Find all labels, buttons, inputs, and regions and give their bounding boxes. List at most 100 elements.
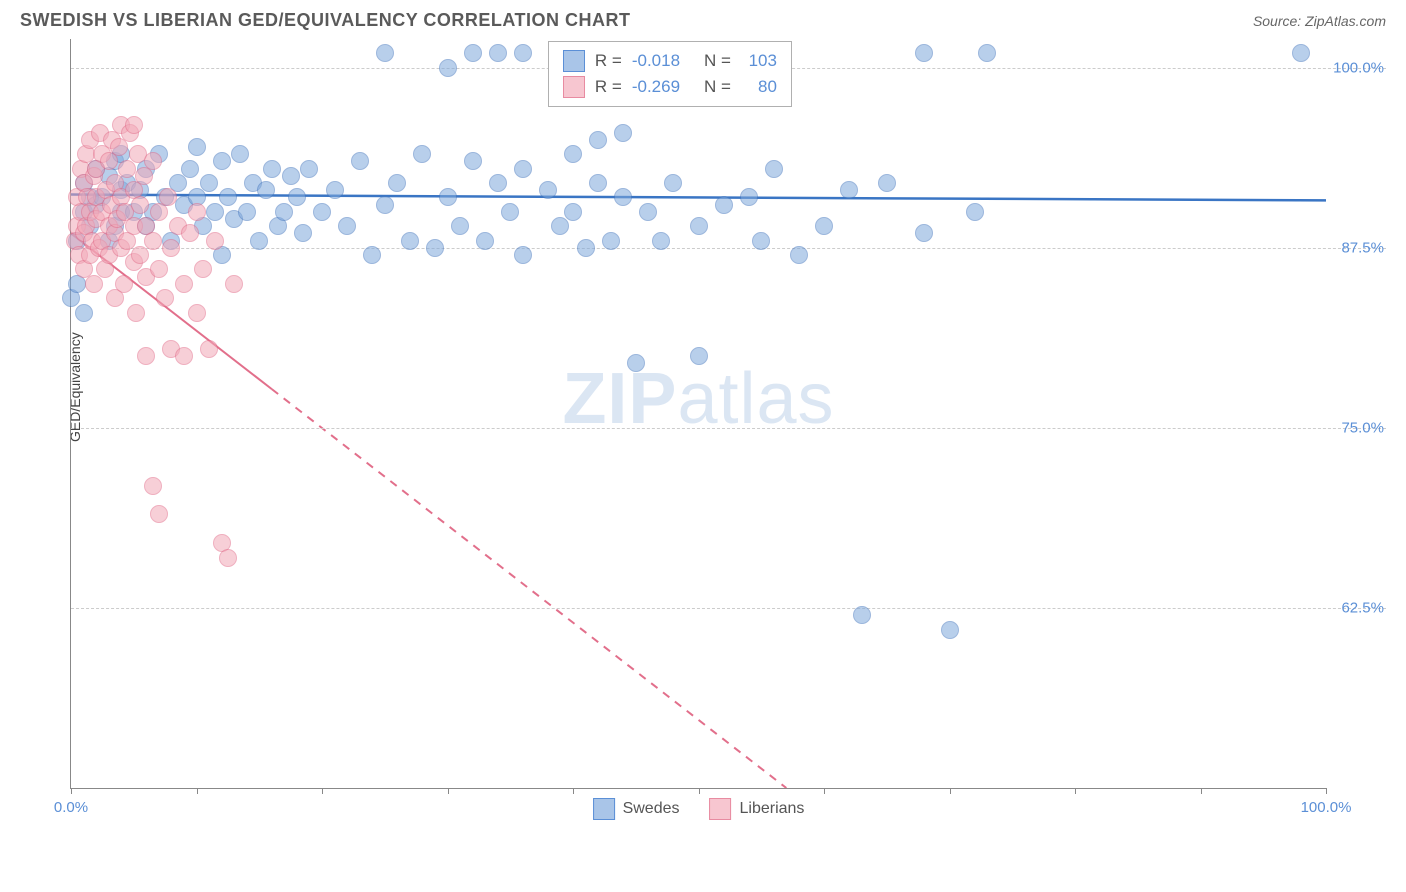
- gridline-h: [71, 428, 1386, 429]
- data-point: [131, 196, 149, 214]
- x-tick: [71, 788, 72, 794]
- data-point: [978, 44, 996, 62]
- series-name: Liberians: [739, 800, 804, 818]
- data-point: [294, 224, 312, 242]
- data-point: [300, 160, 318, 178]
- data-point: [144, 477, 162, 495]
- data-point: [115, 275, 133, 293]
- data-point: [589, 131, 607, 149]
- data-point: [150, 505, 168, 523]
- chart-title: SWEDISH VS LIBERIAN GED/EQUIVALENCY CORR…: [20, 10, 631, 31]
- data-point: [840, 181, 858, 199]
- gridline-h: [71, 608, 1386, 609]
- data-point: [752, 232, 770, 250]
- gridline-h: [71, 248, 1386, 249]
- data-point: [263, 160, 281, 178]
- data-point: [614, 188, 632, 206]
- data-point: [313, 203, 331, 221]
- legend-row: R = -0.018 N = 103: [563, 48, 777, 74]
- n-value: 103: [741, 51, 777, 71]
- x-tick: [1201, 788, 1202, 794]
- data-point: [288, 188, 306, 206]
- n-label: N =: [704, 77, 731, 97]
- data-point: [439, 59, 457, 77]
- data-point: [551, 217, 569, 235]
- y-tick-label: 62.5%: [1341, 599, 1384, 616]
- data-point: [159, 188, 177, 206]
- chart-source: Source: ZipAtlas.com: [1253, 13, 1386, 29]
- data-point: [131, 246, 149, 264]
- x-tick: [824, 788, 825, 794]
- data-point: [376, 196, 394, 214]
- data-point: [464, 44, 482, 62]
- data-point: [915, 44, 933, 62]
- data-point: [690, 347, 708, 365]
- data-point: [602, 232, 620, 250]
- data-point: [206, 203, 224, 221]
- plot-area: ZIPatlas 62.5%75.0%87.5%100.0%0.0%100.0%…: [70, 39, 1326, 789]
- r-value: -0.018: [632, 51, 680, 71]
- data-point: [110, 138, 128, 156]
- x-tick: [322, 788, 323, 794]
- data-point: [175, 275, 193, 293]
- data-point: [376, 44, 394, 62]
- data-point: [175, 347, 193, 365]
- r-label: R =: [595, 51, 622, 71]
- data-point: [326, 181, 344, 199]
- data-point: [188, 304, 206, 322]
- data-point: [206, 232, 224, 250]
- data-point: [564, 203, 582, 221]
- series-legend-item: Liberians: [709, 798, 804, 820]
- data-point: [690, 217, 708, 235]
- data-point: [144, 152, 162, 170]
- trend-lines-layer: [71, 39, 1326, 788]
- y-tick-label: 87.5%: [1341, 239, 1384, 256]
- data-point: [790, 246, 808, 264]
- x-tick: [573, 788, 574, 794]
- data-point: [966, 203, 984, 221]
- legend-swatch: [563, 76, 585, 98]
- y-tick-label: 100.0%: [1333, 59, 1384, 76]
- legend-row: R =-0.269N =80: [563, 74, 777, 100]
- data-point: [351, 152, 369, 170]
- data-point: [85, 275, 103, 293]
- data-point: [715, 196, 733, 214]
- data-point: [915, 224, 933, 242]
- x-tick: [950, 788, 951, 794]
- x-tick: [448, 788, 449, 794]
- data-point: [539, 181, 557, 199]
- data-point: [489, 174, 507, 192]
- data-point: [225, 275, 243, 293]
- data-point: [282, 167, 300, 185]
- data-point: [501, 203, 519, 221]
- x-tick-label: 100.0%: [1301, 799, 1352, 816]
- data-point: [275, 203, 293, 221]
- data-point: [200, 340, 218, 358]
- data-point: [231, 145, 249, 163]
- data-point: [614, 124, 632, 142]
- data-point: [188, 203, 206, 221]
- data-point: [213, 152, 231, 170]
- series-name: Swedes: [623, 800, 680, 818]
- data-point: [238, 203, 256, 221]
- y-tick-label: 75.0%: [1341, 419, 1384, 436]
- data-point: [740, 188, 758, 206]
- data-point: [181, 224, 199, 242]
- data-point: [127, 304, 145, 322]
- n-label: N =: [704, 51, 731, 71]
- data-point: [363, 246, 381, 264]
- data-point: [589, 174, 607, 192]
- data-point: [514, 44, 532, 62]
- n-value: 80: [741, 77, 777, 97]
- data-point: [664, 174, 682, 192]
- data-point: [627, 354, 645, 372]
- data-point: [489, 44, 507, 62]
- legend-swatch: [709, 798, 731, 820]
- data-point: [137, 347, 155, 365]
- chart-header: SWEDISH VS LIBERIAN GED/EQUIVALENCY CORR…: [0, 0, 1406, 39]
- data-point: [338, 217, 356, 235]
- data-point: [144, 232, 162, 250]
- data-point: [439, 188, 457, 206]
- series-legend-item: Swedes: [593, 798, 680, 820]
- correlation-legend: R =-0.018N =103R =-0.269N =80: [548, 41, 792, 107]
